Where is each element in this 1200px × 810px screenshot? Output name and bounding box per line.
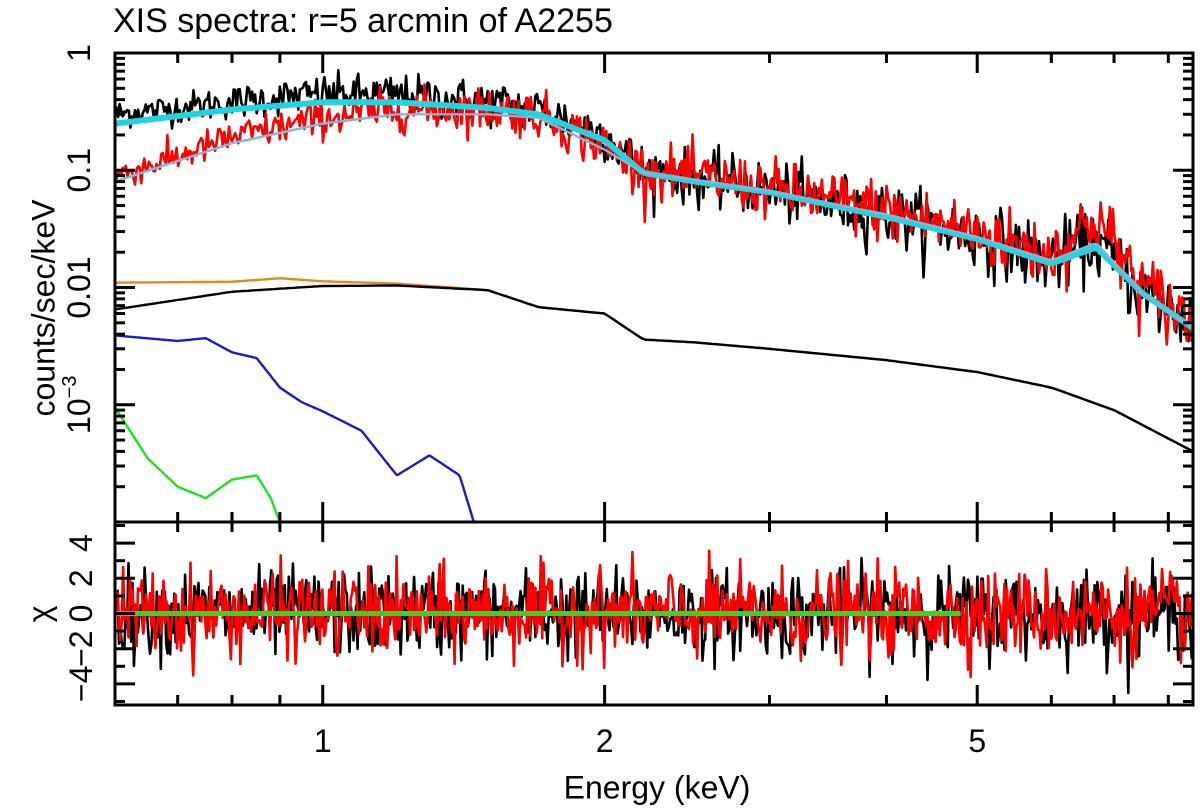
x-tick-label: 1 <box>314 723 332 759</box>
y-tick-label: 1 <box>61 44 97 62</box>
svg-text:0.01: 0.01 <box>61 256 97 318</box>
series-green-component <box>115 406 282 522</box>
x-tick-label: 2 <box>596 723 614 759</box>
series-blue-component <box>115 334 475 522</box>
svg-text:−2: −2 <box>63 630 99 666</box>
series-xis-fi-model <box>115 113 1193 330</box>
series-xis-fi-residuals <box>115 549 1193 679</box>
ticks-group: 1 2 5 1 0.1 0.01 10−3 −4−2 0 2 4 <box>59 44 1193 759</box>
spectrum-series-group <box>115 69 1193 522</box>
x-tick-label: 5 <box>968 723 986 759</box>
series-black-component <box>115 284 1193 453</box>
y-tick-label: 0.1 <box>61 148 97 192</box>
svg-text:2: 2 <box>63 569 99 587</box>
y-tick-label: −4 <box>63 666 99 702</box>
residual-y-axis-label: χ <box>21 605 58 623</box>
x-axis-label: Energy (keV) <box>563 769 751 806</box>
y-tick-label: 2 <box>63 569 99 587</box>
y-tick-label: 0.01 <box>61 256 97 318</box>
svg-text:0: 0 <box>63 605 99 623</box>
svg-text:0.1: 0.1 <box>61 148 97 192</box>
svg-text:1: 1 <box>61 44 97 62</box>
y-tick-label: 0 <box>63 605 99 623</box>
svg-text:−4: −4 <box>63 666 99 702</box>
y-tick-label: 4 <box>63 534 99 552</box>
y-tick-label: 10−3 <box>59 376 97 434</box>
spectrum-y-axis-label: counts/sec/keV <box>25 199 62 417</box>
chart-title: XIS spectra: r=5 arcmin of A2255 <box>113 2 613 40</box>
series-xis-bi-data <box>115 69 1193 343</box>
svg-text:4: 4 <box>63 534 99 552</box>
series-orange-component <box>115 277 1193 453</box>
series-xis-fi-data <box>115 83 1193 346</box>
svg-text:10−3: 10−3 <box>59 376 97 434</box>
residual-series-group <box>115 549 1193 695</box>
y-tick-label: −2 <box>63 630 99 666</box>
